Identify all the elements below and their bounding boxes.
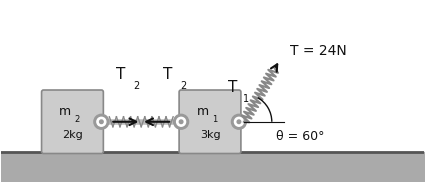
Circle shape xyxy=(237,120,241,124)
FancyBboxPatch shape xyxy=(42,90,103,154)
Circle shape xyxy=(94,114,109,129)
Circle shape xyxy=(232,114,246,129)
Text: m: m xyxy=(60,104,71,118)
Circle shape xyxy=(177,117,186,126)
Circle shape xyxy=(97,117,106,126)
Text: θ = 60°: θ = 60° xyxy=(276,130,324,143)
Text: 2kg: 2kg xyxy=(62,130,83,140)
Circle shape xyxy=(235,117,244,126)
Circle shape xyxy=(174,114,189,129)
Text: 2: 2 xyxy=(180,81,186,91)
Text: m: m xyxy=(197,104,209,118)
Circle shape xyxy=(99,120,103,124)
Text: T: T xyxy=(163,67,172,82)
Text: T: T xyxy=(228,80,238,95)
Text: T: T xyxy=(116,67,125,82)
Text: T = 24N: T = 24N xyxy=(290,44,346,58)
FancyBboxPatch shape xyxy=(179,90,241,154)
Text: 1: 1 xyxy=(212,115,217,124)
Text: 2: 2 xyxy=(74,115,80,124)
Text: 3kg: 3kg xyxy=(200,130,220,140)
Text: 1: 1 xyxy=(244,94,249,104)
Text: 2: 2 xyxy=(133,81,139,91)
Circle shape xyxy=(179,120,183,124)
